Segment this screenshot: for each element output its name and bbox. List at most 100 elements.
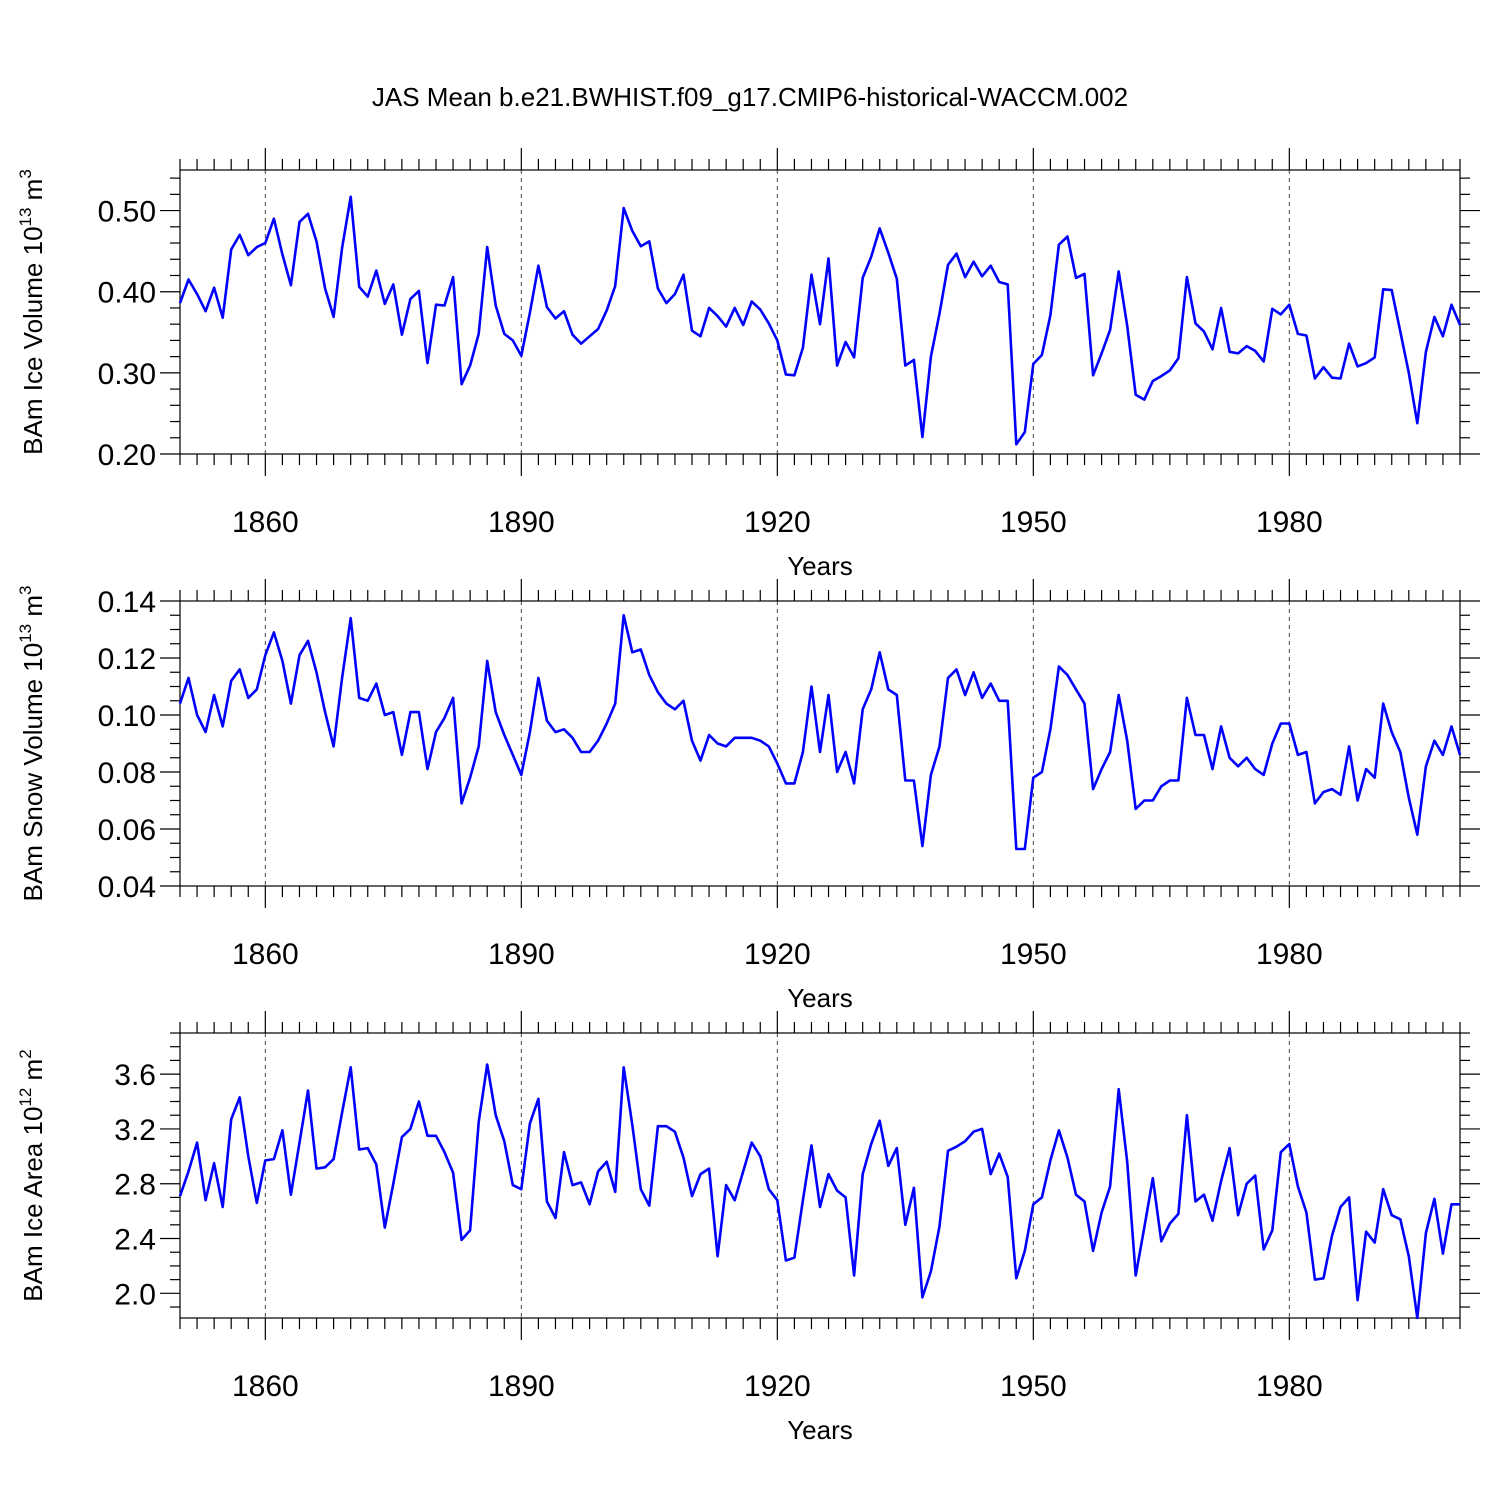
data-point [486,660,488,662]
data-point [307,640,309,642]
data-point [972,260,974,262]
data-point [1339,794,1341,796]
data-point [1442,754,1444,756]
data-point [998,281,1000,283]
data-point [418,290,420,292]
data-point [1237,352,1239,354]
data-point [682,1156,684,1158]
data-point [827,694,829,696]
data-point [1007,283,1009,285]
data-point [708,307,710,309]
data-point [537,1098,539,1100]
data-point [1126,739,1128,741]
data-point [1075,688,1077,690]
data-point [1109,751,1111,753]
data-point [1135,394,1137,396]
data-point [401,334,403,336]
data-point [239,668,241,670]
data-point [1203,330,1205,332]
data-point [230,1118,232,1120]
data-point [947,1150,949,1152]
data-point [375,269,377,271]
data-point [1254,768,1256,770]
data-point [435,303,437,305]
data-point [870,688,872,690]
data-point [221,316,223,318]
data-point [930,355,932,357]
data-point [1425,351,1427,353]
data-point [844,341,846,343]
data-point [733,737,735,739]
data-point [1015,443,1017,445]
data-point [742,737,744,739]
data-point [1331,1235,1333,1237]
data-point [409,298,411,300]
data-point [879,651,881,653]
data-point [1024,848,1026,850]
data-point [179,1195,181,1197]
data-point [733,1199,735,1201]
data-point [1280,722,1282,724]
data-point [1356,365,1358,367]
data-point [1365,1230,1367,1232]
data-point [1160,1240,1162,1242]
data-point [571,1184,573,1186]
data-point [964,1140,966,1142]
data-point [1058,243,1060,245]
data-point [196,714,198,716]
data-point [520,355,522,357]
data-point [733,307,735,309]
data-point [810,273,812,275]
data-point [281,660,283,662]
data-point [1092,788,1094,790]
data-point [1117,694,1119,696]
data-point [1305,751,1307,753]
data-point [1152,799,1154,801]
data-point [1382,1188,1384,1190]
data-point [324,1166,326,1168]
data-point [1228,1147,1230,1149]
data-point [1339,1206,1341,1208]
data-point [1263,1248,1265,1250]
data-point [998,1152,1000,1154]
data-point [1365,362,1367,364]
data-point [520,774,522,776]
data-point [1314,377,1316,379]
data-point [537,265,539,267]
data-point [853,1274,855,1276]
x-tick-label: 1890 [488,1370,555,1403]
x-tick-label: 1950 [1000,506,1067,539]
data-point [1160,785,1162,787]
data-point [1220,725,1222,727]
x-axis-label: Years [787,1415,853,1445]
data-point [1356,1299,1358,1301]
data-point [989,682,991,684]
data-point [1245,1183,1247,1185]
x-tick-label: 1860 [232,938,299,971]
data-point [1348,342,1350,344]
data-point [1169,1222,1171,1224]
data-point [819,1206,821,1208]
data-point [785,373,787,375]
data-point [640,648,642,650]
data-point [861,708,863,710]
series-line-snow-volume [178,613,1462,851]
data-point [1373,777,1375,779]
data-point [358,286,360,288]
data-point [819,751,821,753]
data-point [196,293,198,295]
data-point [904,364,906,366]
data-point [913,779,915,781]
data-point [341,247,343,249]
data-point [1442,1252,1444,1254]
data-point [392,283,394,285]
data-point [239,1096,241,1098]
data-point [409,711,411,713]
data-point [1228,351,1230,353]
data-point [836,364,838,366]
data-point [1041,1196,1043,1198]
data-point [1314,1278,1316,1280]
data-point [1152,1177,1154,1179]
data-point [844,751,846,753]
data-point [836,1189,838,1191]
